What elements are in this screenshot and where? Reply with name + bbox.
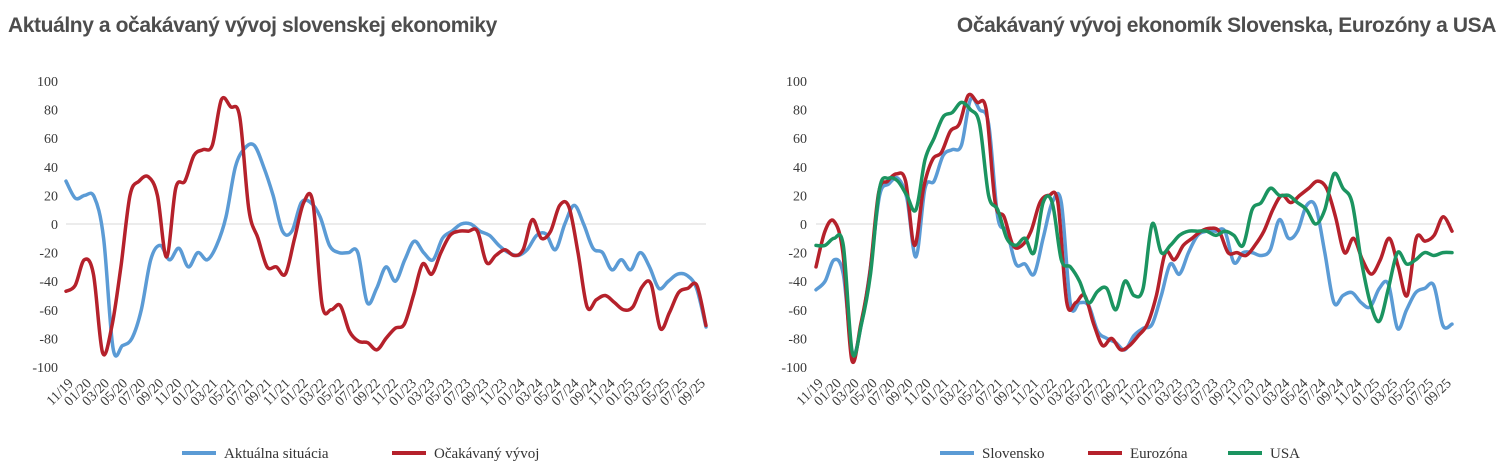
- y-tick-label: -60: [788, 304, 807, 319]
- y-tick-label: -80: [788, 332, 807, 347]
- y-axis-left: 100 80 60 40 20 0 -20 -40 -60 -80 -100: [32, 75, 58, 376]
- y-tick-label: 20: [44, 189, 58, 204]
- chart-title-right: Očakávaný vývoj ekonomík Slovenska, Euro…: [956, 14, 1496, 37]
- y-axis-right: 100 80 60 40 20 0 -20 -40 -60 -80 -100: [781, 75, 807, 376]
- y-tick-label: -80: [39, 332, 58, 347]
- y-tick-label: 60: [793, 132, 807, 147]
- chart-panel-right: 100 80 60 40 20 0 -20 -40 -60 -80 -100 11/19 01/20 03…: [752, 0, 1504, 473]
- y-tick-label: 0: [51, 218, 58, 233]
- x-axis-left: 11/1901/2003/2005/2007/2009/2011/2001/21…: [44, 376, 709, 409]
- y-tick-label: 40: [44, 161, 58, 176]
- y-tick-label: -100: [781, 361, 807, 376]
- legend-label: Eurozóna: [1130, 446, 1188, 462]
- line-chart-right: 100 80 60 40 20 0 -20 -40 -60 -80 -10011/1901/2003…: [781, 75, 1455, 462]
- legend-right: Slovensko Eurozóna USA: [940, 446, 1300, 462]
- y-tick-label: 100: [786, 75, 807, 90]
- y-tick-label: 80: [793, 104, 807, 119]
- legend-label: Aktuálna situácia: [224, 446, 329, 462]
- series-line-left-1: [64, 95, 708, 357]
- y-tick-label: 100: [37, 75, 58, 90]
- y-tick-label: 40: [793, 161, 807, 176]
- x-axis-right: 11/1901/2003/2005/2007/2009/2011/2001/21…: [794, 376, 1455, 409]
- series-line-right-1: [814, 92, 1454, 365]
- line-chart-left: 100 80 60 40 20 0 -20 -40 -60 -80 -10011/1901/2003…: [32, 75, 709, 462]
- y-tick-label: 20: [793, 189, 807, 204]
- legend-left: Aktuálna situácia Očakávaný vývoj: [182, 446, 539, 462]
- y-tick-label: -20: [39, 247, 58, 262]
- y-tick-label: -60: [39, 304, 58, 319]
- y-tick-label: -100: [32, 361, 58, 376]
- legend-label: Očakávaný vývoj: [434, 446, 539, 462]
- y-tick-label: 80: [44, 104, 58, 119]
- series-line-right-0: [814, 96, 1454, 357]
- legend-label: Slovensko: [982, 446, 1045, 462]
- y-tick-label: 60: [44, 132, 58, 147]
- series-line-right-2: [814, 100, 1454, 358]
- y-tick-label: 0: [800, 218, 807, 233]
- series-line-left-0: [64, 142, 708, 358]
- y-tick-label: -40: [788, 275, 807, 290]
- y-tick-label: -40: [39, 275, 58, 290]
- chart-title-left: Aktuálny a očakávaný vývoj slovenskej ek…: [8, 14, 497, 37]
- y-tick-label: -20: [788, 247, 807, 262]
- chart-panel-left: 100 80 60 40 20 0 -20 -40 -60 -80 -100 11/19 01/20 03…: [0, 0, 750, 473]
- legend-label: USA: [1270, 446, 1300, 462]
